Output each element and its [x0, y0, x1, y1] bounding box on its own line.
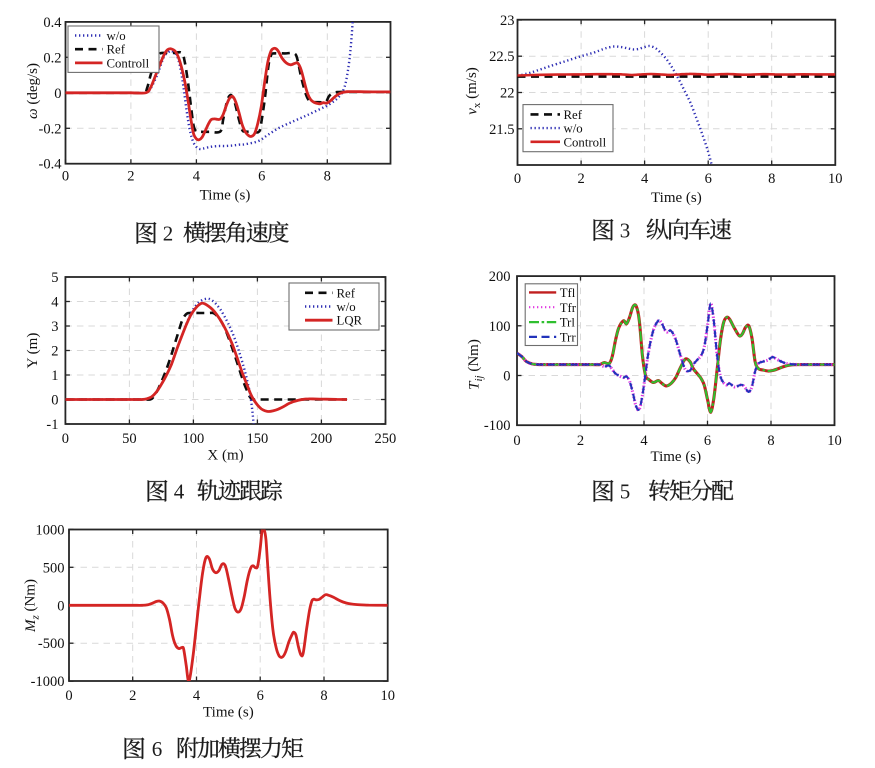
- svg-text:8: 8: [767, 433, 774, 449]
- svg-text:8: 8: [320, 688, 327, 704]
- svg-text:0.4: 0.4: [43, 15, 62, 31]
- svg-text:6: 6: [257, 688, 264, 704]
- svg-text:w/o: w/o: [337, 300, 356, 314]
- svg-text:Time (s): Time (s): [200, 188, 251, 204]
- svg-text:3: 3: [620, 219, 631, 243]
- svg-text:2: 2: [577, 171, 584, 187]
- svg-text:Y (m): Y (m): [25, 333, 41, 369]
- svg-text:LQR: LQR: [337, 314, 363, 328]
- svg-text:0: 0: [62, 169, 69, 185]
- svg-text:0: 0: [503, 369, 510, 385]
- svg-text:0: 0: [54, 86, 61, 102]
- svg-text:2: 2: [163, 222, 174, 246]
- svg-text:6: 6: [704, 433, 711, 449]
- svg-text:5: 5: [51, 270, 58, 286]
- svg-text:-500: -500: [38, 636, 65, 652]
- svg-text:100: 100: [489, 319, 511, 335]
- svg-text:3: 3: [51, 319, 58, 335]
- svg-text:2: 2: [51, 344, 58, 360]
- svg-text:8: 8: [324, 169, 331, 185]
- svg-text:1000: 1000: [36, 522, 65, 538]
- svg-text:Time (s): Time (s): [650, 449, 701, 465]
- svg-text:2: 2: [129, 688, 136, 704]
- svg-text:4: 4: [640, 433, 648, 449]
- svg-text:4: 4: [193, 169, 201, 185]
- svg-text:Ref: Ref: [337, 286, 356, 300]
- svg-text:0: 0: [65, 688, 72, 704]
- svg-text:200: 200: [311, 431, 333, 447]
- svg-text:0: 0: [57, 598, 64, 614]
- svg-text:-100: -100: [484, 418, 511, 434]
- svg-text:6: 6: [258, 169, 265, 185]
- svg-text:6: 6: [705, 171, 712, 187]
- svg-text:X (m): X (m): [207, 448, 243, 464]
- svg-text:0: 0: [51, 393, 58, 409]
- svg-text:Time (s): Time (s): [651, 190, 702, 206]
- svg-text:Trr: Trr: [560, 330, 577, 344]
- svg-text:22.5: 22.5: [489, 49, 514, 65]
- svg-text:6: 6: [152, 737, 163, 761]
- svg-text:500: 500: [43, 560, 65, 576]
- svg-text:Tfl: Tfl: [560, 286, 576, 300]
- svg-text:10: 10: [827, 433, 842, 449]
- svg-text:150: 150: [247, 431, 269, 447]
- svg-text:-0.2: -0.2: [39, 121, 62, 137]
- svg-text:5: 5: [620, 480, 631, 504]
- svg-text:2: 2: [577, 433, 584, 449]
- svg-text:Tij (Nm): Tij (Nm): [466, 339, 485, 390]
- svg-text:21.5: 21.5: [489, 122, 514, 138]
- svg-text:Controll: Controll: [107, 56, 150, 70]
- svg-text:10: 10: [828, 171, 843, 187]
- svg-text:8: 8: [768, 171, 775, 187]
- svg-text:Controll: Controll: [564, 135, 607, 149]
- svg-text:23: 23: [500, 13, 515, 29]
- svg-text:Ref: Ref: [564, 108, 583, 122]
- svg-text:0.2: 0.2: [43, 50, 61, 66]
- svg-text:4: 4: [174, 480, 185, 504]
- svg-text:4: 4: [193, 688, 201, 704]
- svg-text:Ref: Ref: [107, 43, 126, 57]
- svg-text:ω (deg/s): ω (deg/s): [25, 63, 41, 119]
- svg-text:2: 2: [127, 169, 134, 185]
- svg-text:1: 1: [51, 368, 58, 384]
- svg-text:4: 4: [641, 171, 649, 187]
- svg-text:0: 0: [514, 171, 521, 187]
- svg-text:Tfr: Tfr: [560, 301, 577, 315]
- svg-text:250: 250: [375, 431, 397, 447]
- svg-text:22: 22: [500, 86, 515, 102]
- svg-text:10: 10: [380, 688, 395, 704]
- svg-text:-0.4: -0.4: [39, 157, 63, 173]
- svg-text:-1000: -1000: [31, 674, 65, 690]
- svg-text:Trl: Trl: [560, 316, 576, 330]
- svg-text:vx (m/s): vx (m/s): [464, 67, 483, 115]
- svg-text:Time (s): Time (s): [203, 705, 254, 721]
- svg-text:50: 50: [122, 431, 137, 447]
- svg-text:w/o: w/o: [107, 29, 126, 43]
- svg-text:100: 100: [183, 431, 205, 447]
- svg-text:200: 200: [489, 269, 511, 285]
- svg-text:-1: -1: [46, 417, 58, 433]
- svg-text:0: 0: [513, 433, 520, 449]
- svg-text:w/o: w/o: [564, 122, 583, 136]
- svg-text:4: 4: [51, 295, 59, 311]
- svg-text:0: 0: [62, 431, 69, 447]
- svg-text:Mz (Nm): Mz (Nm): [23, 579, 42, 633]
